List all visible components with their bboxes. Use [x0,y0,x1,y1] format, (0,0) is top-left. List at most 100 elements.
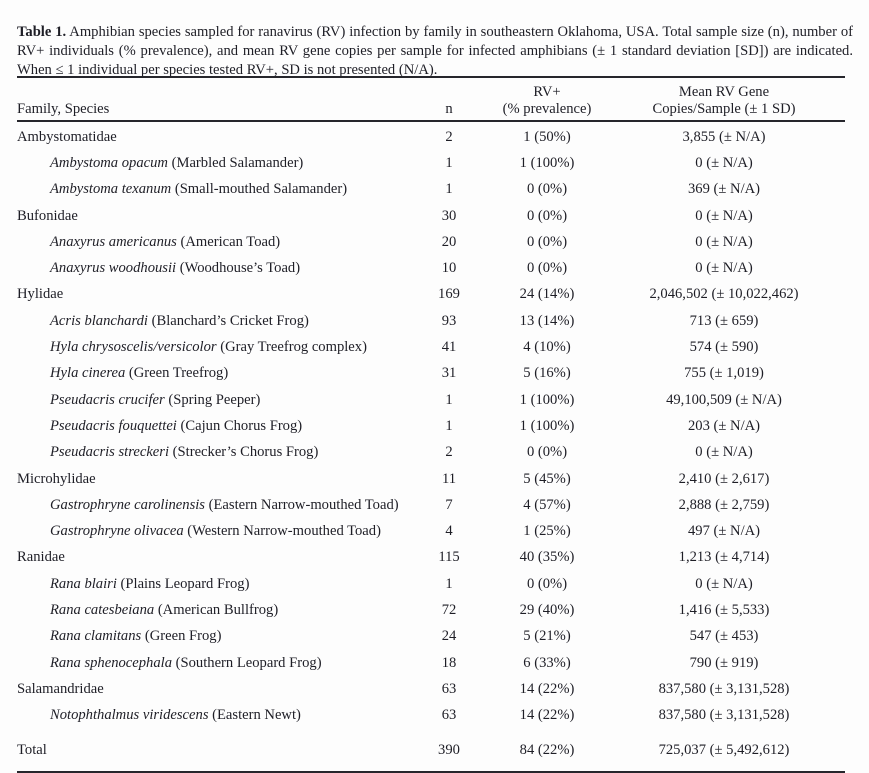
column-header-mean-line1: Mean RV Gene [678,84,770,100]
species-common-name: (American Toad) [176,233,281,250]
table-row: Total 390 84 (22%) 725,037 (± 5,492,612) [17,738,845,764]
cell-mean-gene-copies: 203 (± N/A) [687,417,761,434]
cell-family-species: Pseudacris crucifer (Spring Peeper) [17,392,407,409]
cell-family-species: Ambystomatidae [17,129,407,146]
cell-family-species: Rana blairi (Plains Leopard Frog) [17,576,407,593]
cell-mean-gene-copies: 713 (± 659) [689,312,759,329]
cell-n: 169 [438,286,460,303]
cell-family-species: Hylidae [17,286,407,303]
species-common-name: (Green Treefrog) [125,365,229,382]
cell-family-species: Hyla cinerea (Green Treefrog) [17,365,407,382]
column-header-n: n [407,84,491,117]
cell-rv-prevalence: 1 (25%) [523,523,571,540]
cell-rv-prevalence: 6 (33%) [523,654,571,671]
species-common-name: (Cajun Chorus Frog) [176,417,303,434]
cell-n: 115 [438,549,460,566]
cell-n: 11 [441,470,457,487]
cell-family-species: Salamandridae [17,681,407,698]
species-scientific-name: Rana clamitans [50,628,142,645]
table-row: Acris blanchardi (Blanchard’s Cricket Fr… [17,308,845,334]
cell-family-species: Pseudacris fouquettei (Cajun Chorus Frog… [17,418,407,435]
cell-mean-gene-copies: 497 (± N/A) [687,523,761,540]
cell-family-species: Ambystoma texanum (Small-mouthed Salaman… [17,181,407,198]
cell-rv-prevalence: 0 (0%) [526,233,568,250]
cell-rv-prevalence: 84 (22%) [519,742,575,759]
table-row: Anaxyrus woodhousii (Woodhouse’s Toad) 1… [17,255,845,281]
table-row: Ranidae 115 40 (35%) 1,213 (± 4,714) [17,545,845,571]
cell-family-species: Rana catesbeiana (American Bullfrog) [17,602,407,619]
species-common-name: (Green Frog) [141,628,222,645]
cell-mean-gene-copies: 49,100,509 (± N/A) [666,391,782,408]
cell-rv-prevalence: 13 (14%) [519,312,575,329]
species-common-name: Salamandridae [17,680,104,697]
cell-rv-prevalence: 40 (35%) [519,549,575,566]
data-table: Family, Species n RV+ (% prevalence) Mea… [17,76,845,773]
cell-n: 18 [441,654,457,671]
species-common-name: (Western Narrow-mouthed Toad) [183,523,381,540]
species-common-name: (American Bullfrog) [154,601,279,618]
cell-rv-prevalence: 1 (50%) [523,128,571,145]
cell-mean-gene-copies: 0 (± N/A) [695,207,753,224]
species-common-name: (Plains Leopard Frog) [116,575,250,592]
species-common-name: Microhylidae [17,470,96,487]
column-header-rv-line2: (% prevalence) [502,100,592,117]
table-row: Notophthalmus viridescens (Eastern Newt)… [17,703,845,729]
cell-rv-prevalence: 0 (0%) [526,260,568,277]
species-common-name: Ranidae [17,549,65,566]
species-common-name: (Small-mouthed Salamander) [171,181,348,198]
species-scientific-name: Notophthalmus viridescens [50,707,209,724]
cell-mean-gene-copies: 2,410 (± 2,617) [678,470,770,487]
cell-mean-gene-copies: 755 (± 1,019) [684,365,764,382]
cell-family-species: Rana sphenocephala (Southern Leopard Fro… [17,655,407,672]
table-caption-text: Amphibian species sampled for ranavirus … [17,23,853,79]
table-row: Ambystoma texanum (Small-mouthed Salaman… [17,177,845,203]
cell-mean-gene-copies: 3,855 (± N/A) [682,128,766,145]
table-row: Hylidae 169 24 (14%) 2,046,502 (± 10,022… [17,282,845,308]
table-caption-label: Table 1. [17,23,67,40]
cell-family-species: Gastrophryne olivacea (Western Narrow-mo… [17,523,407,540]
column-header-rv-line1: RV+ [533,84,561,100]
species-common-name: (Eastern Narrow-mouthed Toad) [204,496,399,513]
species-common-name: (Woodhouse’s Toad) [176,260,301,277]
cell-mean-gene-copies: 725,037 (± 5,492,612) [658,742,790,759]
species-common-name: Bufonidae [17,207,78,224]
cell-n: 72 [441,601,457,618]
species-common-name: Hylidae [17,286,64,303]
cell-rv-prevalence: 0 (0%) [526,181,568,198]
cell-family-species: Ambystoma opacum (Marbled Salamander) [17,155,407,172]
cell-n: 1 [445,391,453,408]
table-row: Gastrophryne carolinensis (Eastern Narro… [17,492,845,518]
species-scientific-name: Rana catesbeiana [50,601,155,618]
cell-mean-gene-copies: 2,888 (± 2,759) [678,496,770,513]
cell-rv-prevalence: 1 (100%) [519,417,575,434]
species-scientific-name: Rana sphenocephala [50,654,172,671]
table-row: Pseudacris crucifer (Spring Peeper) 1 1 … [17,387,845,413]
cell-n: 63 [441,707,457,724]
table-body: Ambystomatidae 2 1 (50%) 3,855 (± N/A) A… [17,122,845,773]
species-scientific-name: Hyla cinerea [50,365,126,382]
species-common-name: (Blanchard’s Cricket Frog) [147,312,309,329]
table-caption: Table 1. Amphibian species sampled for r… [17,23,853,81]
species-scientific-name: Pseudacris crucifer [50,391,165,408]
cell-mean-gene-copies: 1,213 (± 4,714) [678,549,770,566]
cell-n: 63 [441,680,457,697]
cell-n: 93 [441,312,457,329]
cell-rv-prevalence: 0 (0%) [526,575,568,592]
column-header-mean-gene-copies: Mean RV Gene Copies/Sample (± 1 SD) [603,84,845,117]
species-scientific-name: Ambystoma opacum [50,154,168,171]
table-row: Pseudacris streckeri (Strecker’s Chorus … [17,440,845,466]
table-row: Gastrophryne olivacea (Western Narrow-mo… [17,518,845,544]
cell-mean-gene-copies: 574 (± 590) [689,339,759,356]
cell-n: 10 [441,260,457,277]
species-scientific-name: Ambystoma texanum [50,181,172,198]
table-row: Rana sphenocephala (Southern Leopard Fro… [17,650,845,676]
cell-family-species: Pseudacris streckeri (Strecker’s Chorus … [17,444,407,461]
table-row: Microhylidae 11 5 (45%) 2,410 (± 2,617) [17,466,845,492]
cell-n: 4 [445,523,453,540]
cell-rv-prevalence: 0 (0%) [526,207,568,224]
cell-family-species: Gastrophryne carolinensis (Eastern Narro… [17,497,407,514]
table-row: Rana catesbeiana (American Bullfrog) 72 … [17,597,845,623]
cell-n: 2 [445,128,453,145]
cell-n: 7 [445,496,453,513]
